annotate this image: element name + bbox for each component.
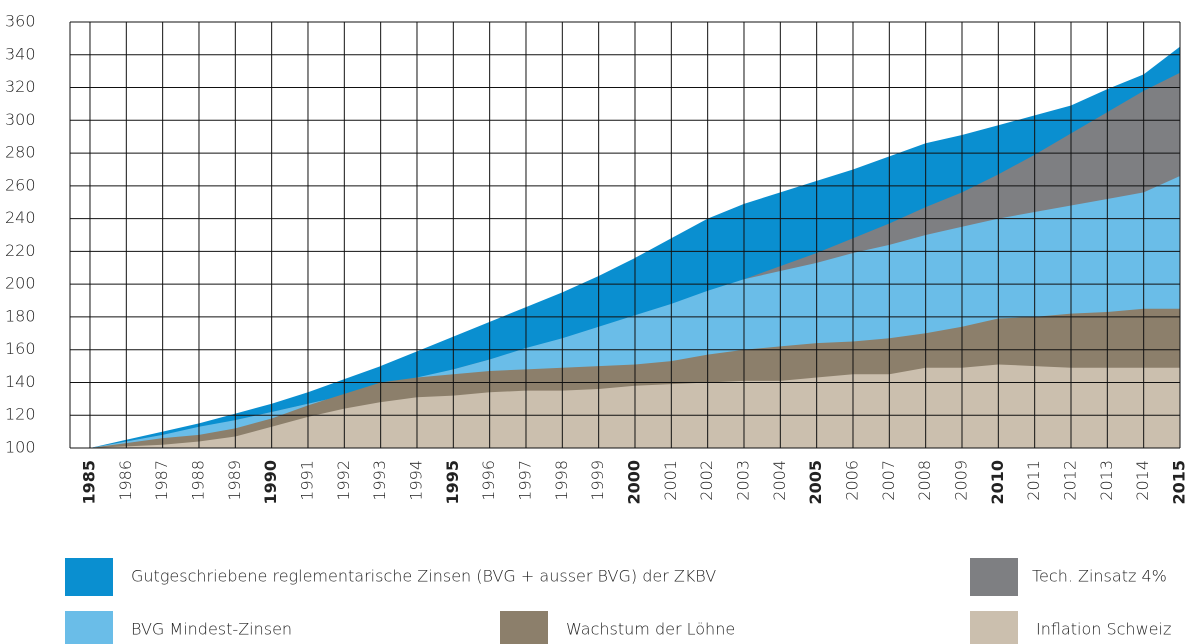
x-tick-label: 2005 [806, 460, 825, 505]
y-tick-label: 160 [5, 339, 36, 358]
y-tick-label: 340 [5, 44, 36, 63]
x-tick-label: 1997 [515, 460, 534, 501]
x-tick-label: 2006 [842, 460, 861, 501]
legend-swatch [970, 558, 1018, 596]
y-tick-label: 240 [5, 208, 36, 227]
legend-label: BVG Mindest-Zinsen [131, 620, 292, 639]
x-tick-label: 1993 [370, 460, 389, 501]
legend-label: Tech. Zinsatz 4% [1032, 567, 1167, 586]
legend-label: Inflation Schweiz [1036, 620, 1171, 639]
x-tick-label: 1988 [188, 460, 207, 501]
y-tick-label: 180 [5, 306, 36, 325]
x-tick-label: 2004 [770, 460, 789, 501]
legend-swatch [970, 611, 1018, 644]
x-tick-label: 1990 [261, 460, 280, 505]
legend-swatch [500, 611, 548, 644]
x-tick-label: 2003 [733, 460, 752, 501]
y-tick-label: 300 [5, 110, 36, 129]
x-tick-label: 2000 [624, 460, 643, 505]
y-tick-label: 220 [5, 241, 36, 260]
y-tick-label: 120 [5, 405, 36, 424]
x-tick-label: 2008 [915, 460, 934, 501]
legend-swatch [65, 611, 113, 644]
x-tick-label: 2009 [951, 460, 970, 501]
x-tick-label: 2013 [1097, 460, 1116, 501]
x-tick-label: 2007 [879, 460, 898, 501]
y-tick-label: 260 [5, 175, 36, 194]
x-tick-label: 2001 [661, 460, 680, 501]
x-tick-label: 2012 [1060, 460, 1079, 501]
x-tick-label: 1995 [443, 460, 462, 505]
x-tick-label: 1989 [225, 460, 244, 501]
y-tick-label: 140 [5, 372, 36, 391]
x-tick-label: 1994 [406, 460, 425, 501]
x-tick-label: 1998 [552, 460, 571, 501]
legend-label: Gutgeschriebene reglementarische Zinsen … [131, 567, 716, 586]
x-tick-label: 1991 [297, 460, 316, 501]
x-tick-label: 1996 [479, 460, 498, 501]
x-tick-label: 1985 [79, 460, 98, 505]
x-tick-label: 1987 [152, 460, 171, 501]
x-tick-label: 1986 [116, 460, 135, 501]
x-tick-label: 2010 [988, 460, 1007, 505]
x-tick-label: 1992 [334, 460, 353, 501]
legend-swatch [65, 558, 113, 596]
y-tick-label: 280 [5, 143, 36, 162]
x-tick-label: 2011 [1024, 460, 1043, 501]
x-tick-label: 2002 [697, 460, 716, 501]
y-tick-label: 100 [5, 438, 36, 457]
legend-label: Wachstum der Löhne [566, 620, 735, 639]
y-tick-label: 320 [5, 77, 36, 96]
x-tick-label: 2014 [1133, 460, 1152, 501]
y-tick-label: 360 [5, 12, 36, 31]
y-tick-label: 200 [5, 274, 36, 293]
x-tick-label: 1999 [588, 460, 607, 501]
x-tick-label: 2015 [1170, 460, 1189, 505]
